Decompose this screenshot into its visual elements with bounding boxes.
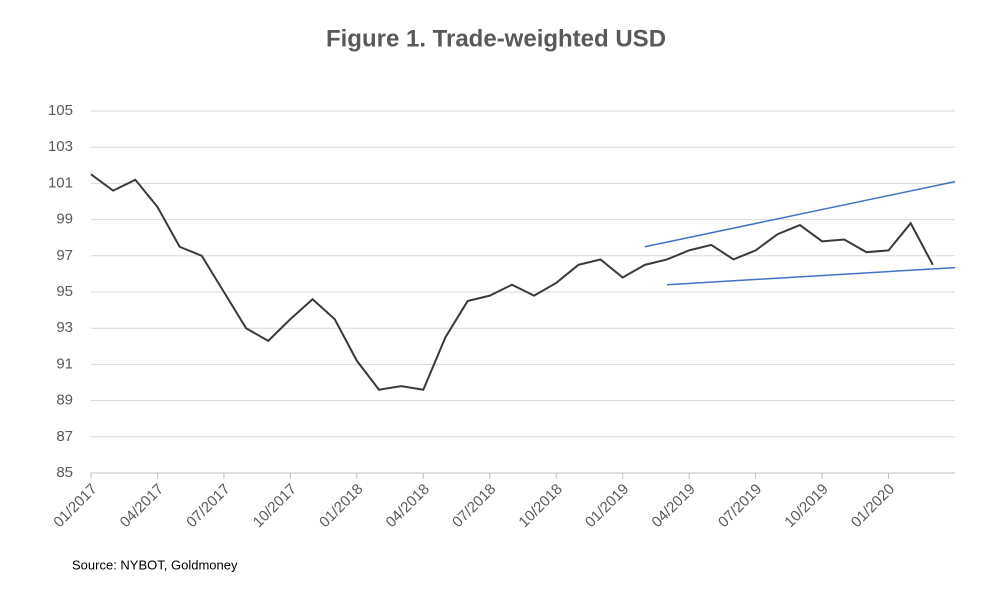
x-tick-label: 04/2018 [383, 481, 433, 531]
x-tick-label: 10/2018 [515, 481, 565, 531]
x-tick-label: 01/2018 [316, 481, 366, 531]
trend-line [666, 266, 956, 286]
y-tick-label: 97 [56, 247, 73, 264]
y-tick-label: 105 [48, 102, 73, 119]
y-tick-label: 91 [56, 355, 73, 372]
y-tick-label: 103 [48, 138, 73, 155]
x-tick-label: 10/2017 [250, 481, 300, 531]
y-tick-label: 89 [56, 392, 73, 409]
x-tick-label: 07/2019 [715, 481, 765, 531]
y-tick-label: 87 [56, 428, 73, 445]
y-tick-label: 93 [56, 319, 73, 336]
source-note: Source: NYBOT, Goldmoney [72, 557, 238, 572]
y-tick-label: 99 [56, 211, 73, 228]
x-tick-label: 01/2020 [848, 481, 898, 531]
chart-title: Figure 1. Trade-weighted USD [326, 25, 666, 52]
x-tick-label: 07/2017 [183, 481, 233, 531]
y-tick-label: 101 [48, 174, 73, 191]
x-tick-label: 10/2019 [781, 481, 831, 531]
trend-line [644, 180, 956, 248]
x-tick-label: 01/2017 [50, 481, 100, 531]
x-tick-label: 04/2017 [117, 481, 167, 531]
x-tick-label: 07/2018 [449, 481, 499, 531]
price-line [90, 173, 934, 391]
y-tick-label: 85 [56, 464, 73, 481]
x-tick-label: 01/2019 [582, 481, 632, 531]
x-tick-label: 04/2019 [648, 481, 698, 531]
y-tick-label: 95 [56, 283, 73, 300]
